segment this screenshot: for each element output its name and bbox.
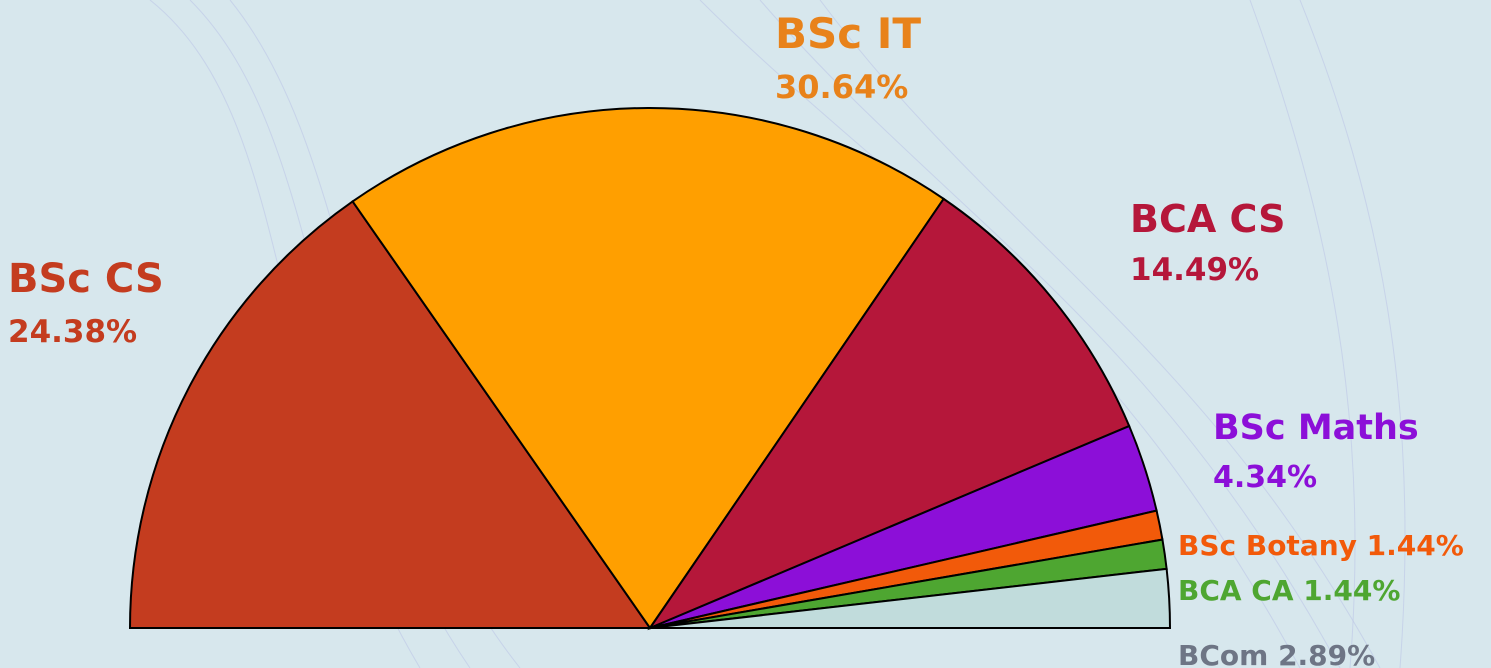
slice	[351, 107, 946, 630]
value-label: 4.34%	[1213, 460, 1317, 495]
slice-label: BCom 2.89%	[1178, 639, 1375, 668]
category-name: BCA CA	[1178, 574, 1294, 607]
slice	[647, 197, 1131, 631]
slice	[128, 200, 652, 629]
value-label: 30.64%	[775, 68, 908, 106]
category-name: BSc CS	[8, 256, 164, 302]
category-name: BSc Maths	[1213, 408, 1419, 448]
value-label: 24.38%	[8, 314, 137, 350]
category-name: BCA CS	[1130, 197, 1285, 241]
category-name: BSc Botany	[1178, 529, 1357, 562]
slice-label: BSc Botany 1.44%	[1178, 529, 1464, 562]
value-label: 1.44%	[1367, 529, 1464, 562]
slice-label: BCA CA 1.44%	[1178, 574, 1400, 607]
value-label: 2.89%	[1278, 639, 1375, 668]
value-label: 1.44%	[1303, 574, 1400, 607]
value-label: 14.49%	[1130, 252, 1259, 288]
category-name: BSc IT	[775, 9, 921, 58]
category-name: BCom	[1178, 639, 1268, 668]
